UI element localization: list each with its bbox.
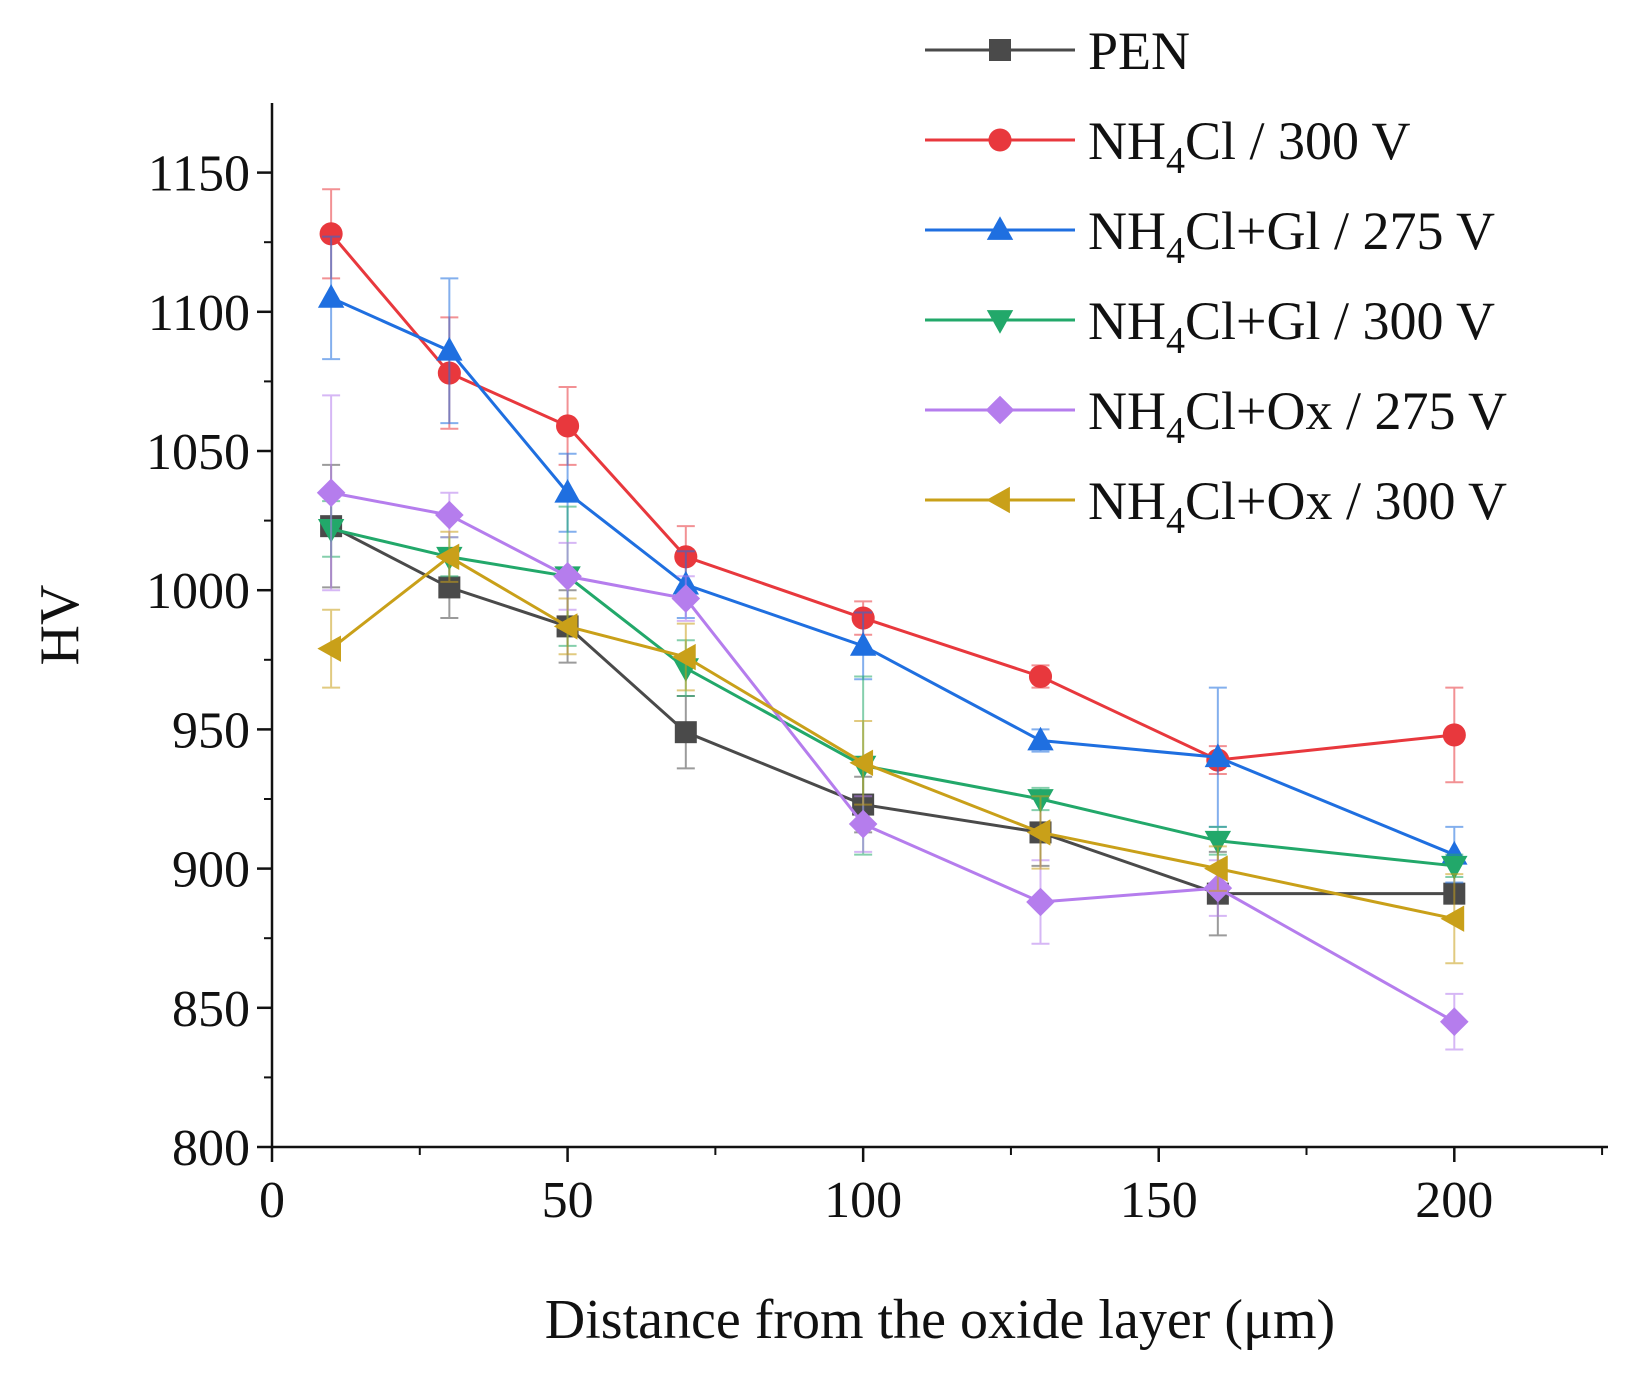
series-layer — [316, 188, 1469, 1051]
legend-label-base: NH — [1088, 291, 1166, 351]
legend-label-base: NH — [1088, 471, 1166, 531]
axes: 0 50 100 150 200 800 850 900 950 1000 1050 1100 1150 — [146, 103, 1608, 1229]
y-tick-label: 950 — [172, 702, 250, 759]
y-tick-label: 1100 — [148, 285, 250, 342]
legend-label-subscript: 4 — [1166, 320, 1185, 362]
data-point — [319, 222, 343, 246]
x-tick-label: 100 — [824, 1172, 902, 1229]
data-point — [1204, 743, 1232, 768]
x-tick-label: 50 — [542, 1172, 594, 1229]
data-point — [553, 561, 582, 591]
legend-marker — [986, 216, 1014, 240]
y-tick-label: 1000 — [146, 563, 250, 620]
legend-label-subscript: 4 — [1166, 410, 1185, 452]
legend-item: NH4Cl / 300 V — [925, 111, 1411, 182]
data-point — [849, 749, 874, 777]
legend-label-base: NH — [1088, 111, 1166, 171]
series-line — [330, 527, 1455, 868]
legend-item: NH4Cl+Ox / 300 V — [925, 471, 1507, 542]
y-tick-label: 1150 — [148, 146, 250, 203]
legend-label-rest: Cl / 300 V — [1185, 111, 1411, 171]
legend-label-subscript: 4 — [1166, 230, 1185, 272]
series-line — [330, 554, 1455, 921]
legend-label-rest: Cl+Ox / 300 V — [1185, 471, 1507, 531]
x-tick-label: 200 — [1415, 1172, 1493, 1229]
legend-label: NH4Cl+Gl / 275 V — [1088, 201, 1495, 272]
data-point — [1204, 855, 1228, 882]
legend-marker — [986, 310, 1014, 334]
legend-label: NH4Cl+Gl / 300 V — [1088, 291, 1495, 362]
legend-item: NH4Cl+Gl / 300 V — [925, 291, 1495, 362]
x-tick-label: 150 — [1120, 1172, 1198, 1229]
legend-label-base: NH — [1088, 381, 1166, 441]
y-tick-label: 800 — [172, 1120, 250, 1177]
data-point — [435, 500, 464, 530]
legend-marker — [989, 39, 1011, 61]
data-point — [849, 632, 877, 656]
legend-item: NH4Cl+Gl / 275 V — [925, 201, 1495, 272]
data-point — [554, 479, 581, 503]
data-point — [848, 809, 878, 839]
data-point — [1028, 664, 1053, 689]
data-point — [1440, 905, 1465, 932]
legend-label-subscript: 4 — [1166, 140, 1185, 182]
legend-label-base: PEN — [1088, 21, 1190, 81]
legend-marker — [988, 128, 1012, 152]
legend-label: NH4Cl+Ox / 300 V — [1088, 471, 1507, 542]
legend-label-rest: Cl+Gl / 300 V — [1185, 291, 1495, 351]
legend-label: NH4Cl / 300 V — [1088, 111, 1411, 182]
legend-marker — [985, 395, 1015, 425]
data-point — [1441, 855, 1468, 880]
data-point — [1027, 726, 1054, 751]
data-point — [1442, 723, 1466, 747]
data-point — [317, 284, 345, 308]
data-point — [435, 543, 460, 570]
data-point — [1026, 887, 1055, 917]
legend-item: NH4Cl+Ox / 275 V — [925, 381, 1507, 452]
legend-label-rest: Cl+Ox / 275 V — [1185, 381, 1507, 441]
x-axis-title: Distance from the oxide layer (μm) — [545, 1289, 1335, 1351]
series-line — [329, 232, 1455, 762]
series-4 — [317, 500, 1468, 880]
series-6 — [317, 530, 1465, 965]
data-point — [316, 478, 346, 508]
legend-item: PEN — [925, 21, 1190, 81]
data-point — [671, 584, 701, 613]
data-point — [1026, 819, 1051, 846]
series-line — [330, 296, 1455, 857]
y-tick-label: 900 — [172, 842, 250, 899]
series-line — [330, 491, 1456, 1024]
y-axis-title: HV — [29, 585, 91, 666]
legend-label: NH4Cl+Ox / 275 V — [1088, 381, 1507, 452]
legend-label-rest: Cl+Gl / 275 V — [1185, 201, 1495, 261]
legend-label-base: NH — [1088, 201, 1166, 261]
data-point — [672, 643, 696, 671]
legend-label: PEN — [1088, 21, 1190, 81]
data-point — [436, 337, 463, 361]
x-tick-label: 0 — [259, 1172, 285, 1229]
legend-marker — [986, 486, 1010, 514]
data-point — [317, 635, 342, 662]
y-tick-label: 850 — [172, 981, 250, 1038]
data-point — [1204, 830, 1232, 855]
series-line — [330, 524, 1455, 896]
data-point — [1440, 1007, 1469, 1037]
data-point — [674, 721, 697, 744]
y-tick-label: 1050 — [146, 424, 250, 481]
legend-label-subscript: 4 — [1166, 500, 1185, 542]
data-point — [556, 414, 580, 438]
data-point — [553, 613, 578, 640]
